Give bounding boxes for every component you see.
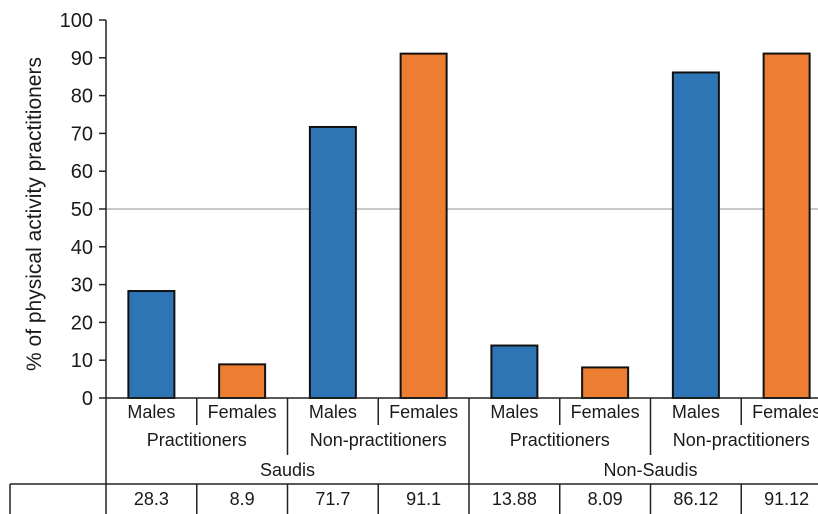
x-category-label: Females: [208, 402, 277, 422]
x-category-label: Females: [389, 402, 458, 422]
bar: [581, 366, 630, 399]
bar: [218, 363, 267, 399]
y-tick-label: 100: [60, 10, 93, 32]
y-tick-label: 10: [71, 350, 93, 372]
data-value-label: 13.88: [492, 489, 537, 509]
bar: [671, 71, 720, 399]
x-category-label: Males: [490, 402, 538, 422]
y-tick-label: 0: [82, 388, 93, 410]
bar: [399, 52, 448, 399]
y-tick-label: 20: [71, 312, 93, 334]
x-group-label: Non-practitioners: [673, 430, 810, 450]
x-group-label: Practitioners: [147, 430, 247, 450]
data-value-label: 28.3: [134, 489, 169, 509]
y-axis-label: % of physical activity practitioners: [23, 57, 46, 371]
y-tick-label: 80: [71, 86, 93, 108]
data-value-label: 8.9: [230, 489, 255, 509]
y-tick-label: 90: [71, 48, 93, 70]
x-category-label: Males: [127, 402, 175, 422]
data-value-label: 71.7: [315, 489, 350, 509]
x-category-label: Males: [672, 402, 720, 422]
bar: [127, 290, 176, 399]
x-category-label: Females: [752, 402, 818, 422]
data-value-label: 8.09: [588, 489, 623, 509]
bar: [308, 125, 357, 399]
y-tick-label: 50: [71, 199, 93, 221]
bar: [762, 52, 811, 399]
x-group-label: Non-practitioners: [310, 430, 447, 450]
y-tick-label: 70: [71, 123, 93, 145]
x-supergroup-label: Non-Saudis: [603, 460, 697, 480]
y-tick-label: 40: [71, 237, 93, 259]
y-tick-label: 60: [71, 161, 93, 183]
x-category-label: Males: [309, 402, 357, 422]
data-value-label: 91.1: [406, 489, 441, 509]
data-value-label: 91.12: [764, 489, 809, 509]
data-value-label: 86.12: [673, 489, 718, 509]
bar: [490, 344, 539, 399]
y-tick-label: 30: [71, 275, 93, 297]
x-category-label: Females: [571, 402, 640, 422]
x-supergroup-label: Saudis: [260, 460, 315, 480]
x-group-label: Practitioners: [510, 430, 610, 450]
